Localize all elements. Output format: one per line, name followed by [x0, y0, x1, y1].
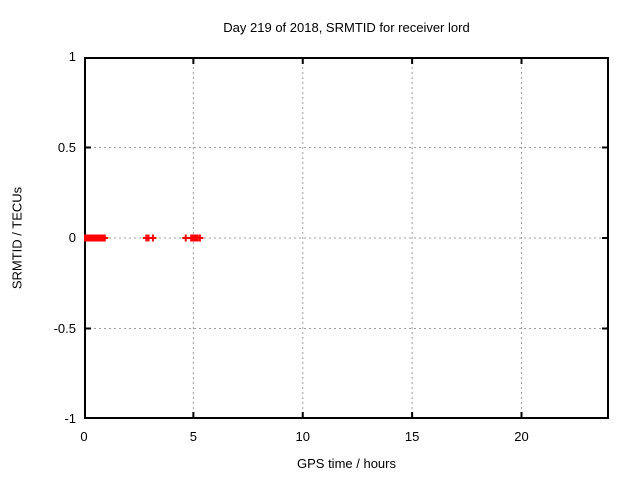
y-tick-label: -0.5 [53, 320, 76, 336]
y-tick-label: 1 [68, 49, 76, 64]
y-tick-label: 0.5 [57, 139, 76, 155]
x-tick-label: 10 [295, 429, 310, 444]
x-tick-label: 5 [189, 429, 197, 444]
x-tick-label: 0 [80, 429, 88, 444]
y-tick-label: 0 [68, 230, 76, 245]
x-tick-label: 20 [514, 429, 529, 444]
data-point-marker [149, 234, 157, 242]
plot-svg [84, 57, 609, 419]
data-point-marker [101, 234, 109, 242]
data-point-marker [196, 234, 204, 242]
y-tick-label: -1 [64, 411, 76, 426]
chart-title: Day 219 of 2018, SRMTID for receiver lor… [223, 20, 470, 35]
x-axis-label: GPS time / hours [297, 456, 396, 471]
x-tick-label: 15 [404, 429, 420, 444]
